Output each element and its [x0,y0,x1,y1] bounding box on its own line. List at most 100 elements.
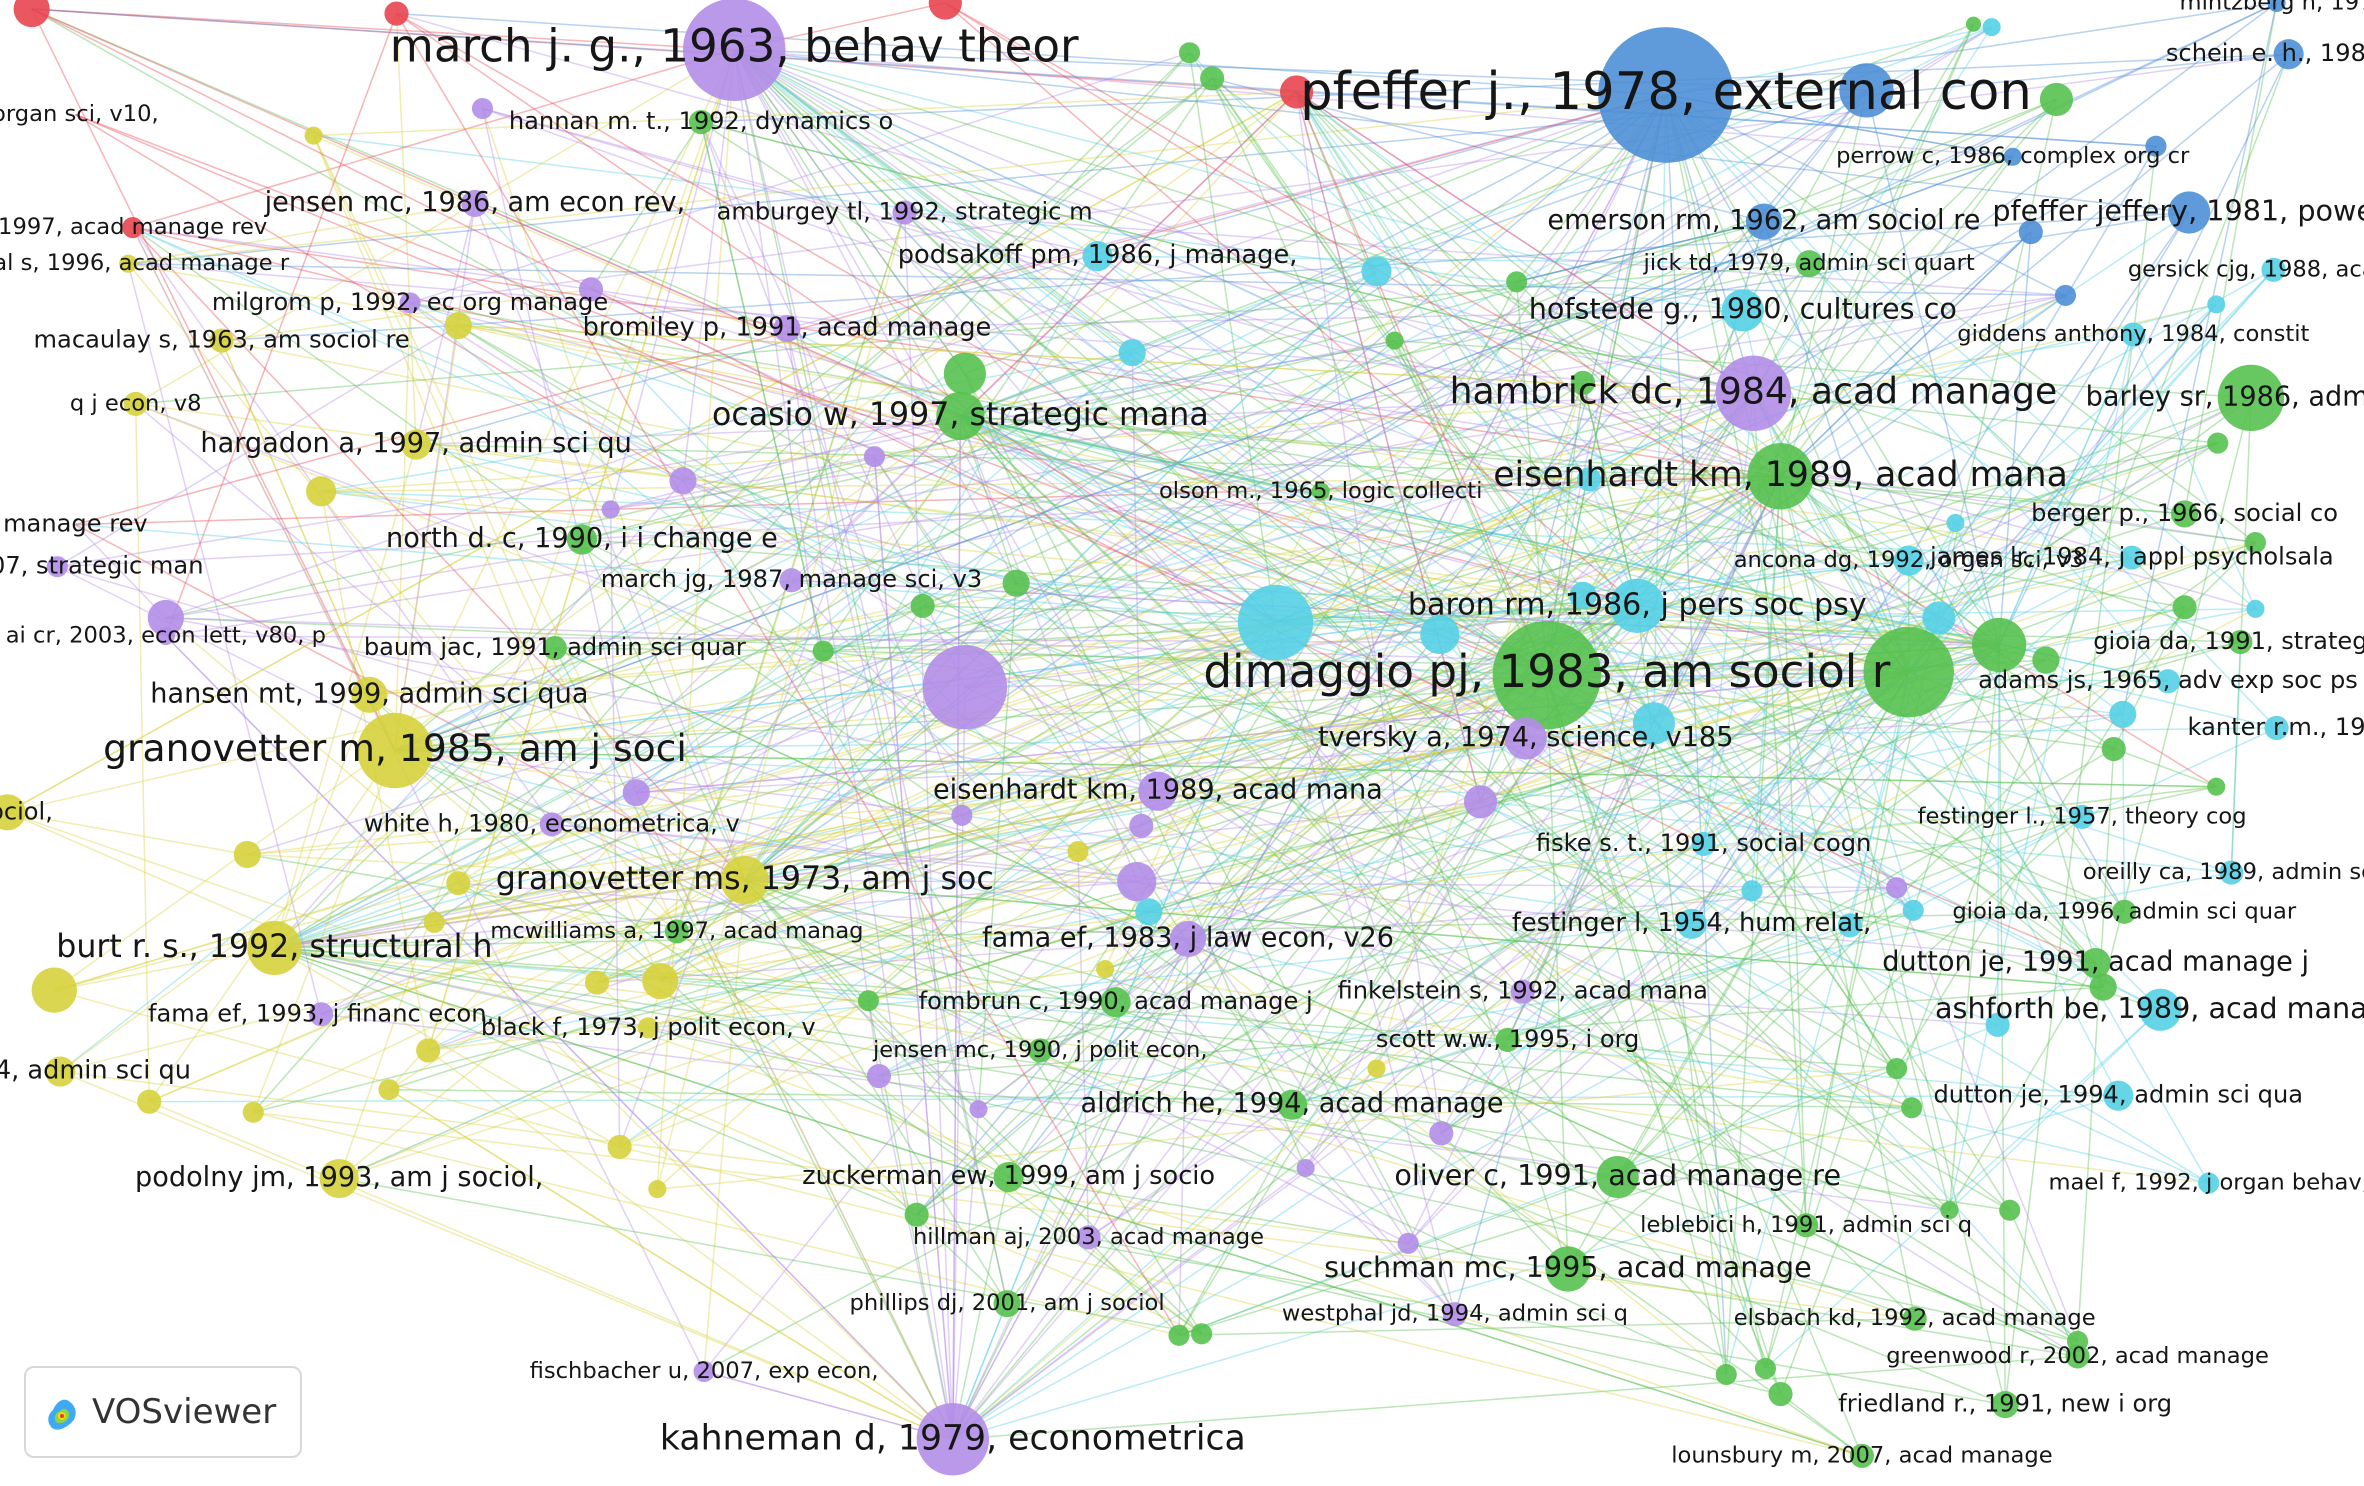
node [993,1290,1021,1318]
node [1361,256,1392,287]
node-label: scott w.w., 1995, i org [1376,1025,1639,1053]
edge [1546,675,1569,1270]
edge [274,930,677,949]
edge [1275,294,2066,624]
edge [1115,475,1782,1003]
node-label: finkelstein s, 1992, acad mana [1338,977,1708,1005]
edge [394,203,476,751]
edge [610,455,875,511]
edge [903,212,954,1440]
node-label: 1997, acad manage rev [0,214,267,240]
edge [733,49,1940,619]
edge [274,879,745,949]
edge [394,749,1079,853]
edge [320,621,1276,1015]
edge [7,91,1297,813]
edge [1275,442,2218,624]
edge [733,49,1898,1070]
edge [274,825,1142,949]
edge [733,49,1456,1315]
node [584,970,610,995]
edge [1440,475,1782,1134]
edge [700,121,966,688]
edge [660,294,2066,982]
edge [596,392,1754,984]
node-label: q j econ, v8 [70,390,202,416]
edge [660,475,1781,982]
edge [1039,644,2000,1052]
node [1082,241,1113,272]
edge [1295,91,1443,1134]
edge [1546,674,2114,750]
edge [1157,790,2096,964]
edge [1015,582,2125,913]
edge [321,490,2132,559]
edge [388,513,2185,1091]
edge [1516,281,1910,673]
edge [867,621,1276,1002]
edge [338,605,1638,1180]
edge [873,456,954,1440]
node [2261,257,2286,282]
edge [134,403,151,1102]
edge [959,415,1138,882]
edge [596,442,2218,984]
edge [1998,644,2104,988]
vosviewer-logo[interactable]: VOSviewer [24,1366,302,1458]
edge [733,49,1133,354]
edge [165,617,1547,676]
edge [960,415,2169,682]
edge [132,227,746,881]
edge [1393,340,1548,676]
node [1129,813,1154,838]
edge [409,302,1150,913]
edge [1291,382,1584,1105]
edge [53,91,1298,991]
edge [31,8,1898,1070]
edge [744,89,1867,881]
edge [960,415,1909,673]
edge [1319,491,1569,1270]
edge [1291,924,1851,1106]
edge [415,443,1655,725]
edge [321,490,2123,716]
node [123,391,148,416]
edge [1546,674,1914,911]
node-label: perrow c, 1986, complex org cr [1836,143,2190,169]
edge [786,309,1743,330]
edge [165,635,954,1440]
edge [1665,94,2256,544]
node [642,963,679,1000]
edge [961,814,1692,925]
node [866,1064,892,1089]
node [2089,973,2117,1001]
node [2070,804,2095,829]
edge [1140,94,1667,827]
edge [31,8,735,51]
node [1745,203,1783,240]
edge [457,324,2011,1211]
edge [744,801,1481,881]
node-label: mintzberg h, 197 [2180,0,2364,16]
node-label: ocasio w, 1997, strategic mana [712,397,1209,433]
edge [458,324,1754,395]
edge [396,12,1667,96]
edge [1440,269,2275,1134]
edge [135,403,979,1110]
edge [1295,91,1851,926]
edge [744,879,2104,988]
edge [274,674,1548,949]
node [1495,1027,1520,1052]
edge [1780,475,2185,515]
edge [733,49,1524,993]
edge [960,415,2277,729]
node [1721,289,1764,332]
edge [959,415,1509,1041]
edge [1764,1009,2161,1370]
node [664,919,689,944]
node-label: oreilly ca, 1989, admin sci [2083,859,2364,885]
edge [165,617,649,1029]
edge [551,392,1754,826]
node [1940,1201,1959,1220]
edge [394,325,460,751]
